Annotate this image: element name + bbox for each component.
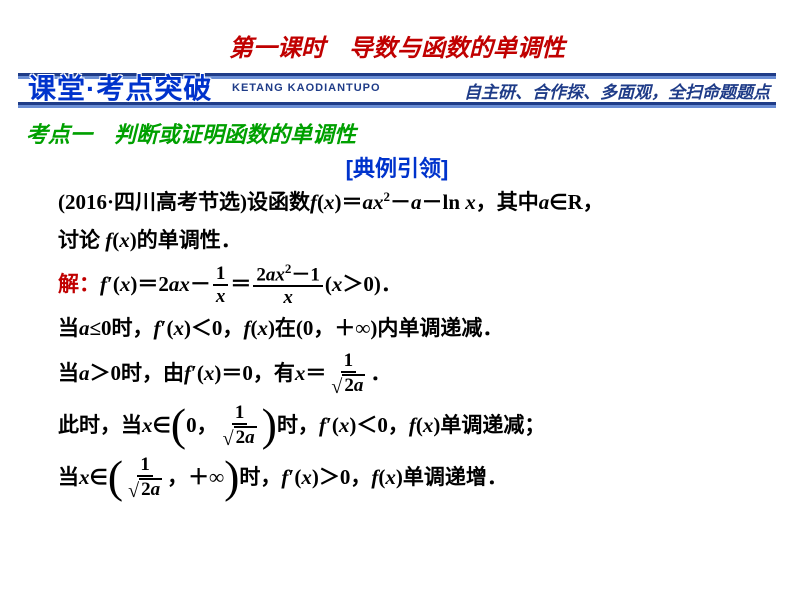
- text: ＝: [230, 269, 251, 301]
- denominator: √2a: [125, 477, 165, 501]
- solution-line-4: 此时，当x∈ ( 0， 1 √2a ) 时，f′(x)＜0，f(x)单调递减；: [58, 403, 754, 449]
- topic-heading: 考点一 判断或证明函数的单调性: [26, 117, 794, 149]
- math-expr: (x＞0)．: [325, 269, 402, 301]
- math-expr: 当a＞0时，由f′(x)＝0，有x＝: [58, 358, 326, 390]
- numerator: 1: [341, 351, 357, 373]
- math-expr: 时，f′(x)＞0，f(x)单调递增．: [239, 462, 507, 494]
- numerator: 2ax2－1: [253, 262, 323, 287]
- paren-left: (: [108, 459, 123, 496]
- text: 讨论 f(x): [58, 225, 137, 257]
- solution-line-2: 当a≤0时，f′(x)＜0，f(x)在(0，＋∞)内单调递减．: [58, 313, 754, 345]
- paren-right: ): [224, 459, 239, 496]
- lesson-title: 第一课时 导数与函数的单调性: [0, 0, 794, 63]
- problem-line-2: 讨论 f(x) 的单调性．: [58, 225, 754, 257]
- denominator: x: [280, 287, 296, 307]
- math-expr: 当x∈: [58, 462, 108, 494]
- numerator: 1: [232, 403, 248, 425]
- paren-left: (: [171, 407, 186, 444]
- banner-title: 课堂·考点突破: [28, 67, 212, 107]
- section-banner: 课堂·考点突破 KETANG KAODIANTUPO 自主研、合作探、多面观，全…: [0, 71, 794, 107]
- solution-line-3: 当a＞0时，由f′(x)＝0，有x＝ 1 √2a ．: [58, 351, 754, 397]
- text: ，: [167, 462, 188, 494]
- banner-subtitle: 自主研、合作探、多面观，全扫命题题点: [464, 78, 770, 103]
- denominator: x: [213, 286, 229, 306]
- text: ，其中: [476, 187, 539, 219]
- math-expr: 0，: [186, 410, 218, 442]
- example-label: [典例引领]: [0, 151, 794, 183]
- banner-pinyin: KETANG KAODIANTUPO: [232, 82, 381, 94]
- problem-source: (2016·四川高考节选)设函数: [58, 187, 310, 219]
- fraction: 1 √2a: [125, 455, 165, 501]
- text: ，: [583, 187, 604, 219]
- fraction: 1 x: [213, 264, 229, 306]
- numerator: 1: [213, 264, 229, 286]
- problem-line-1: (2016·四川高考节选)设函数 f(x)＝ax2－a－ln x ，其中 a∈R…: [58, 187, 754, 219]
- numerator: 1: [137, 455, 153, 477]
- fraction: 2ax2－1 x: [253, 262, 323, 307]
- math-expr: ＋∞: [188, 462, 224, 494]
- paren-right: ): [262, 407, 277, 444]
- math-expr: 时，f′(x)＜0，f(x)单调递减；: [277, 410, 545, 442]
- solution-line-5: 当x∈ ( 1 √2a ， ＋∞ ) 时，f′(x)＞0，f(x)单调递增．: [58, 455, 754, 501]
- math-expr: 此时，当x∈: [58, 410, 171, 442]
- text: ．: [370, 358, 391, 390]
- fraction: 1 √2a: [220, 403, 260, 449]
- fraction: 1 √2a: [328, 351, 368, 397]
- math-expr: a∈R: [539, 187, 583, 219]
- math-expr: f(x)＝ax2－a－ln x: [310, 187, 476, 219]
- denominator: √2a: [220, 425, 260, 449]
- math-expr: f′(x)＝2ax－: [100, 269, 211, 301]
- problem-content: (2016·四川高考节选)设函数 f(x)＝ax2－a－ln x ，其中 a∈R…: [0, 187, 794, 501]
- math-expr: 当a≤0时，f′(x)＜0，f(x)在(0，＋∞)内单调递减．: [58, 313, 503, 345]
- solution-label: 解：: [58, 269, 100, 301]
- solution-line-1: 解： f′(x)＝2ax－ 1 x ＝ 2ax2－1 x (x＞0)．: [58, 262, 754, 307]
- denominator: √2a: [328, 373, 368, 397]
- text: 的单调性．: [137, 225, 242, 257]
